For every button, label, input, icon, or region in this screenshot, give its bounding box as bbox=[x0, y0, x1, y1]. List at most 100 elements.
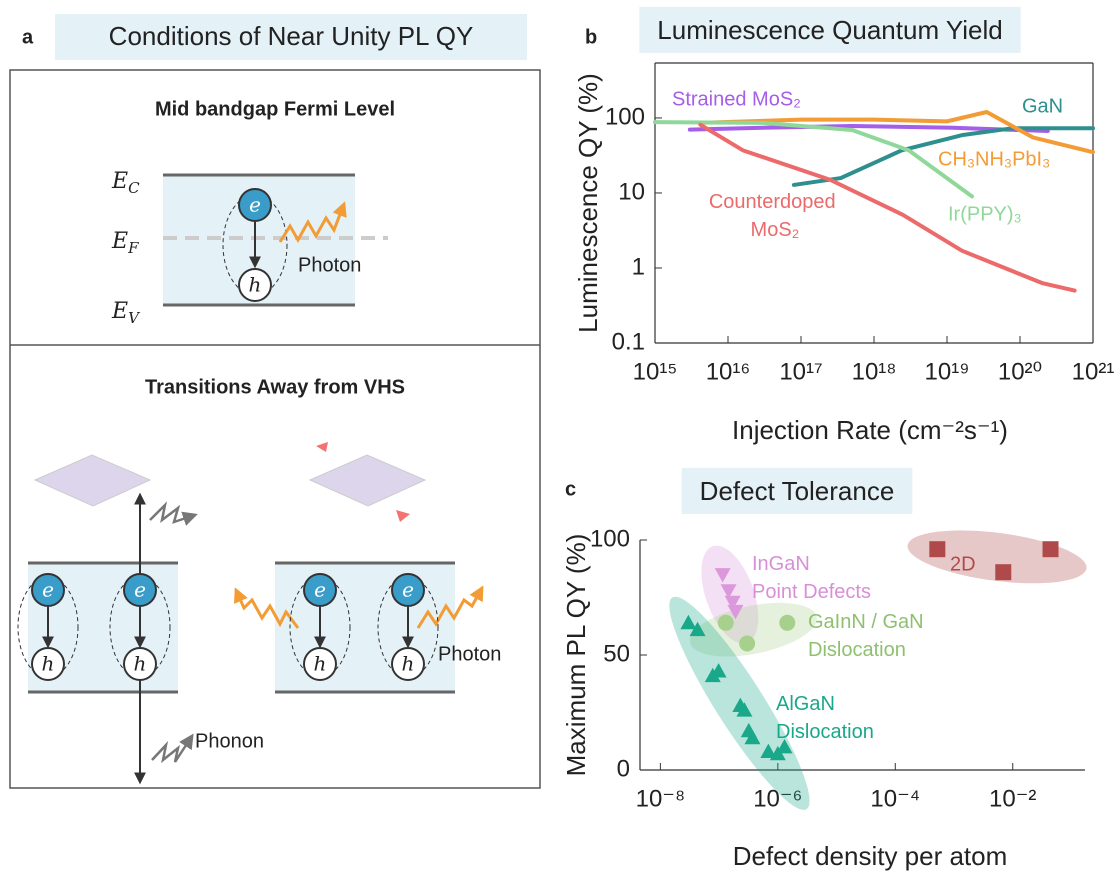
shift-arrow bbox=[316, 442, 328, 452]
cluster-ellipse bbox=[907, 530, 1087, 584]
x-tick-label: 10¹⁹ bbox=[925, 358, 970, 385]
electron-label: e bbox=[402, 578, 414, 602]
shift-arrow bbox=[396, 510, 410, 522]
electron bbox=[303, 573, 337, 607]
marker bbox=[779, 614, 796, 631]
photon-wave bbox=[234, 587, 300, 629]
symbol: E bbox=[111, 229, 128, 254]
electron-label: e bbox=[249, 193, 261, 217]
marker bbox=[714, 568, 731, 583]
series-line bbox=[653, 120, 974, 199]
electron-label: e bbox=[42, 578, 54, 602]
subscript: F bbox=[127, 239, 139, 257]
electron bbox=[123, 573, 157, 607]
series-label: AlGaN Dislocation bbox=[776, 693, 874, 743]
marker bbox=[1042, 541, 1059, 558]
hole-label: h bbox=[402, 652, 415, 676]
y-axis-label: Maximum PL QY (%) bbox=[561, 534, 591, 777]
electron bbox=[31, 573, 65, 607]
band-diamond bbox=[33, 454, 152, 507]
x-tick-label: 10⁻² bbox=[989, 785, 1036, 812]
x-tick-label: 10⁻⁸ bbox=[636, 785, 686, 812]
electron bbox=[238, 188, 272, 222]
panel-label: c bbox=[565, 478, 576, 500]
hole bbox=[123, 647, 157, 681]
symbol: E bbox=[111, 169, 128, 194]
y-tick-label: 100 bbox=[590, 525, 630, 552]
photon-wave bbox=[278, 201, 347, 244]
hole bbox=[238, 268, 272, 302]
marker bbox=[736, 702, 753, 717]
electron bbox=[391, 573, 425, 607]
series-line bbox=[696, 110, 1095, 155]
marker bbox=[717, 614, 734, 631]
marker bbox=[760, 743, 777, 758]
panel-a: a Conditions of Near Unity PL QY Mid ban… bbox=[9, 14, 541, 789]
band-diamond bbox=[308, 454, 427, 507]
x-tick-label: 10⁻⁶ bbox=[753, 785, 802, 812]
level-label: EC bbox=[111, 169, 140, 197]
marker bbox=[710, 663, 727, 678]
marker bbox=[739, 635, 756, 652]
x-tick-label: 10⁻⁴ bbox=[870, 785, 920, 812]
heading: Mid bandgap Fermi Level bbox=[155, 98, 395, 120]
marker bbox=[929, 541, 946, 558]
series-label: GaN bbox=[1022, 95, 1063, 117]
symbol: E bbox=[111, 299, 128, 324]
series-line bbox=[698, 122, 1077, 293]
series-line bbox=[687, 124, 1050, 133]
subscript: V bbox=[128, 309, 141, 327]
x-tick-label: 10¹⁶ bbox=[706, 358, 751, 385]
series-label: InGaN Point Defects bbox=[752, 553, 871, 603]
x-tick-label: 10¹⁷ bbox=[779, 358, 822, 385]
x-axis-label: Injection Rate (cm⁻²s⁻¹) bbox=[732, 415, 1008, 445]
electron-label: e bbox=[314, 578, 326, 602]
series-label: Counterdoped MoS₂ bbox=[709, 191, 841, 241]
y-tick-label: 0.1 bbox=[612, 328, 645, 355]
panel-label: a bbox=[22, 26, 34, 48]
series-label: 2D bbox=[950, 553, 976, 575]
y-tick-label: 10 bbox=[618, 178, 645, 205]
level-label: EV bbox=[111, 299, 141, 327]
heading: Transitions Away from VHS bbox=[145, 376, 405, 398]
marker bbox=[776, 739, 793, 754]
panel-title: Conditions of Near Unity PL QY bbox=[109, 21, 474, 51]
y-tick-label: 0 bbox=[617, 755, 630, 782]
y-tick-label: 1 bbox=[632, 253, 645, 280]
series-label: Strained MoS₂ bbox=[672, 88, 801, 110]
marker bbox=[995, 564, 1012, 581]
photon-label: Photon bbox=[298, 254, 361, 276]
chart-title: Defect Tolerance bbox=[700, 476, 895, 506]
phonon-wave bbox=[149, 501, 198, 526]
photon-wave bbox=[416, 585, 484, 629]
x-tick-label: 10²¹ bbox=[1072, 358, 1115, 385]
marker bbox=[744, 729, 761, 745]
marker bbox=[720, 584, 737, 599]
marker bbox=[689, 621, 706, 637]
hole bbox=[303, 647, 337, 681]
marker bbox=[680, 614, 697, 630]
hole-label: h bbox=[314, 652, 327, 676]
level-label: EF bbox=[111, 229, 139, 257]
phonon-label: Phonon bbox=[195, 730, 264, 752]
x-tick-label: 10¹⁵ bbox=[633, 358, 678, 385]
hole-label: h bbox=[134, 652, 147, 676]
diagram-frame bbox=[9, 69, 541, 789]
y-tick-label: 50 bbox=[603, 640, 630, 667]
hole bbox=[391, 647, 425, 681]
marker bbox=[727, 604, 744, 620]
series-label: CH₃NH₃PbI₃ bbox=[938, 148, 1050, 170]
marker bbox=[724, 595, 741, 611]
title-box bbox=[639, 6, 1021, 53]
series-label: GaInN / GaN Dislocation bbox=[808, 611, 929, 661]
x-tick-label: 10²⁰ bbox=[998, 358, 1042, 385]
hole bbox=[31, 647, 65, 681]
subscript: C bbox=[128, 179, 140, 197]
phonon-wave bbox=[151, 733, 194, 764]
panel-label: b bbox=[585, 26, 597, 48]
title-box bbox=[681, 467, 913, 514]
hole-label: h bbox=[249, 273, 262, 297]
y-tick-label: 100 bbox=[605, 103, 645, 130]
electron-label: e bbox=[134, 578, 146, 602]
